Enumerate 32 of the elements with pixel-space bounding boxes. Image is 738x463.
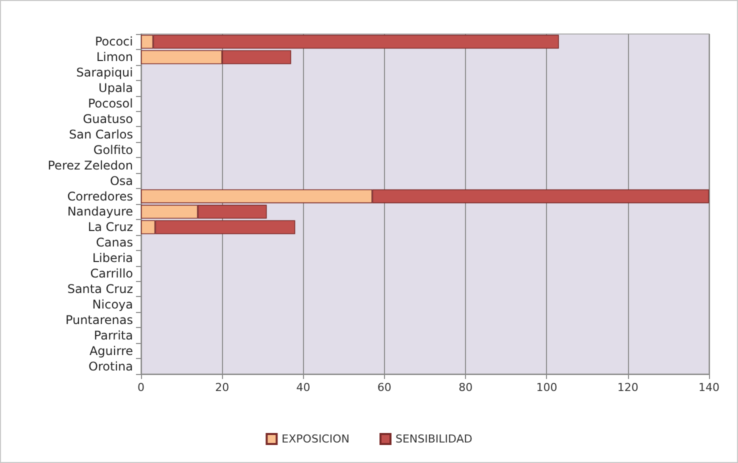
x-tick-label: 140 [698, 381, 720, 394]
x-tick-label: 0 [138, 381, 144, 394]
y-tick-label: Carrillo [90, 266, 133, 281]
legend-label: EXPOSICION [282, 432, 350, 446]
y-tick-label: Parrita [94, 328, 133, 342]
y-tick-label: Orotina [88, 359, 133, 374]
y-tick-label: Nicoya [92, 297, 133, 312]
y-tick-label: Corredores [67, 189, 133, 204]
y-tick-label: Liberia [92, 251, 133, 266]
legend-label: SENSIBILIDAD [395, 432, 472, 446]
y-tick-label: Nandayure [67, 204, 133, 219]
y-tick-label: Pocosol [88, 96, 133, 111]
y-tick-label: Sarapiqui [76, 66, 133, 80]
y-tick-label: La Cruz [88, 220, 133, 234]
x-tick-label: 100 [536, 381, 558, 394]
y-tick-label: Guatuso [82, 112, 133, 126]
x-tick-label: 120 [617, 381, 638, 394]
y-tick-label: San Carlos [69, 127, 133, 142]
y-tick-label: Pococi [94, 34, 133, 49]
x-tick-label: 80 [458, 381, 473, 394]
y-tick-label: Canas [96, 236, 133, 250]
x-tick-label: 40 [296, 381, 310, 394]
x-tick-label: 20 [215, 381, 230, 394]
y-tick-label: Santa Cruz [67, 282, 133, 296]
y-tick-label: Aguirre [89, 344, 133, 358]
y-tick-label: Perez Zeledon [48, 158, 133, 172]
x-tick-label: 60 [377, 381, 392, 394]
y-tick-label: Puntarenas [65, 312, 133, 327]
y-tick-label: Limon [96, 50, 133, 64]
y-tick-label: Upala [98, 81, 133, 96]
y-tick-label: Golfito [93, 142, 133, 157]
y-tick-label: Osa [110, 174, 133, 188]
